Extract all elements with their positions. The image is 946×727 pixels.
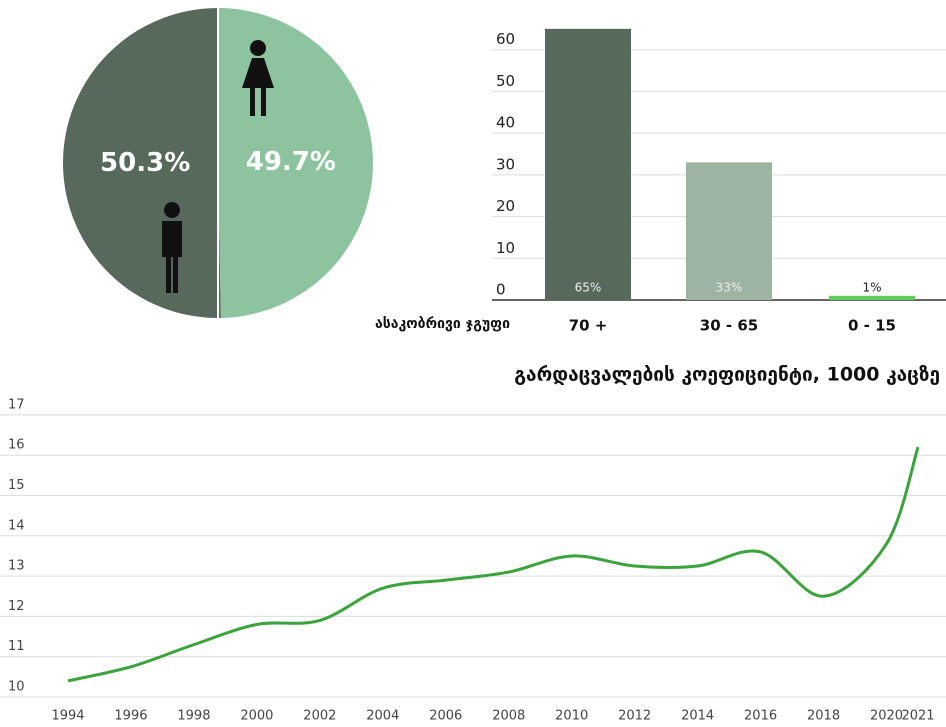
x-tick-label: 70 + [569,317,608,335]
value-label: 33% [716,281,743,295]
y-tick-label: 50 [496,72,515,90]
x-tick-label: 0 - 15 [848,317,896,335]
line-series [67,446,920,683]
y-tick-label: 60 [496,30,515,48]
x-tick-label: 1994 [51,709,84,724]
x-tick-label: 2000 [240,709,273,724]
y-tick-label: 14 [8,518,25,533]
man-icon [162,202,182,293]
pie-chart: 50.3% 49.7% [63,8,374,318]
x-tick-label: 30 - 65 [700,317,758,335]
x-tick-label: 1996 [114,709,147,724]
slice-label: 50.3% [100,148,190,178]
slice-label: 49.7% [246,147,336,177]
y-tick-label: 17 [8,397,25,412]
y-tick-label: 16 [8,438,25,453]
x-axis-label: ასაკობრივი ჯგუფი [375,316,510,332]
value-label: 1% [862,281,881,295]
woman-icon [242,40,274,116]
x-tick-label: 2006 [429,709,462,724]
y-tick-label: 20 [496,197,515,215]
y-tick-label: 10 [8,680,25,695]
x-tick-label: 2018 [807,709,840,724]
bar-chart: 0 10 20 30 40 50 60 65% 70 + 33% 30 - 65 1% 0 - 15 ას… [375,28,946,335]
chart-title: გარდაცვალების კოეფიციენტი, 1000 კაცზე [514,364,940,386]
x-tick-label: 2014 [681,709,714,724]
bar [829,295,915,300]
line-chart: გარდაცვალების კოეფიციენტი, 1000 კაცზე 10 1… [0,364,946,724]
x-tick-label: 2016 [744,709,777,724]
x-tick-label: 2004 [366,709,399,724]
y-tick-label: 30 [496,155,515,173]
x-tick-label: 2010 [555,709,588,724]
x-tick-label: 2008 [492,709,525,724]
x-tick-label: 2002 [303,709,336,724]
y-tick-label: 0 [496,281,506,299]
x-tick-label: 2021 [901,709,934,724]
bar [686,162,772,300]
x-tick-label: 2012 [618,709,651,724]
bar [545,28,631,300]
x-tick-label: 1998 [177,709,210,724]
y-tick-label: 13 [8,559,25,574]
y-tick-label: 40 [496,114,515,132]
y-tick-label: 10 [496,239,515,257]
y-tick-label: 11 [8,639,25,654]
x-tick-label: 2020 [870,709,903,724]
value-label: 65% [575,281,602,295]
y-tick-label: 15 [8,478,25,493]
y-tick-label: 12 [8,599,25,614]
